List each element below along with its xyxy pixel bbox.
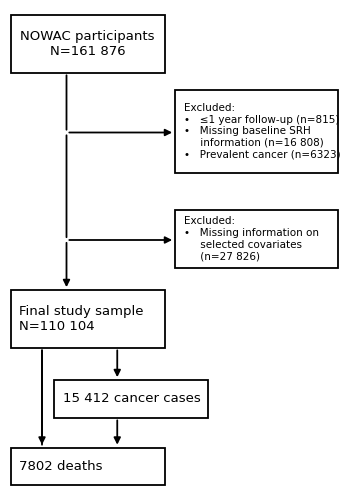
FancyBboxPatch shape [10, 448, 164, 485]
FancyBboxPatch shape [10, 290, 164, 348]
Text: Excluded:
•   ≤1 year follow-up (n=815)
•   Missing baseline SRH
     informatio: Excluded: • ≤1 year follow-up (n=815) • … [184, 103, 340, 160]
Text: Excluded:
•   Missing information on
     selected covariates
     (n=27 826): Excluded: • Missing information on selec… [184, 216, 319, 261]
FancyBboxPatch shape [54, 380, 208, 418]
FancyBboxPatch shape [175, 90, 338, 172]
Text: NOWAC participants
N=161 876: NOWAC participants N=161 876 [20, 30, 155, 58]
Text: 7802 deaths: 7802 deaths [19, 460, 103, 473]
FancyBboxPatch shape [10, 15, 164, 72]
FancyBboxPatch shape [175, 210, 338, 268]
Text: Final study sample
N=110 104: Final study sample N=110 104 [19, 304, 144, 333]
Text: 15 412 cancer cases: 15 412 cancer cases [63, 392, 201, 405]
